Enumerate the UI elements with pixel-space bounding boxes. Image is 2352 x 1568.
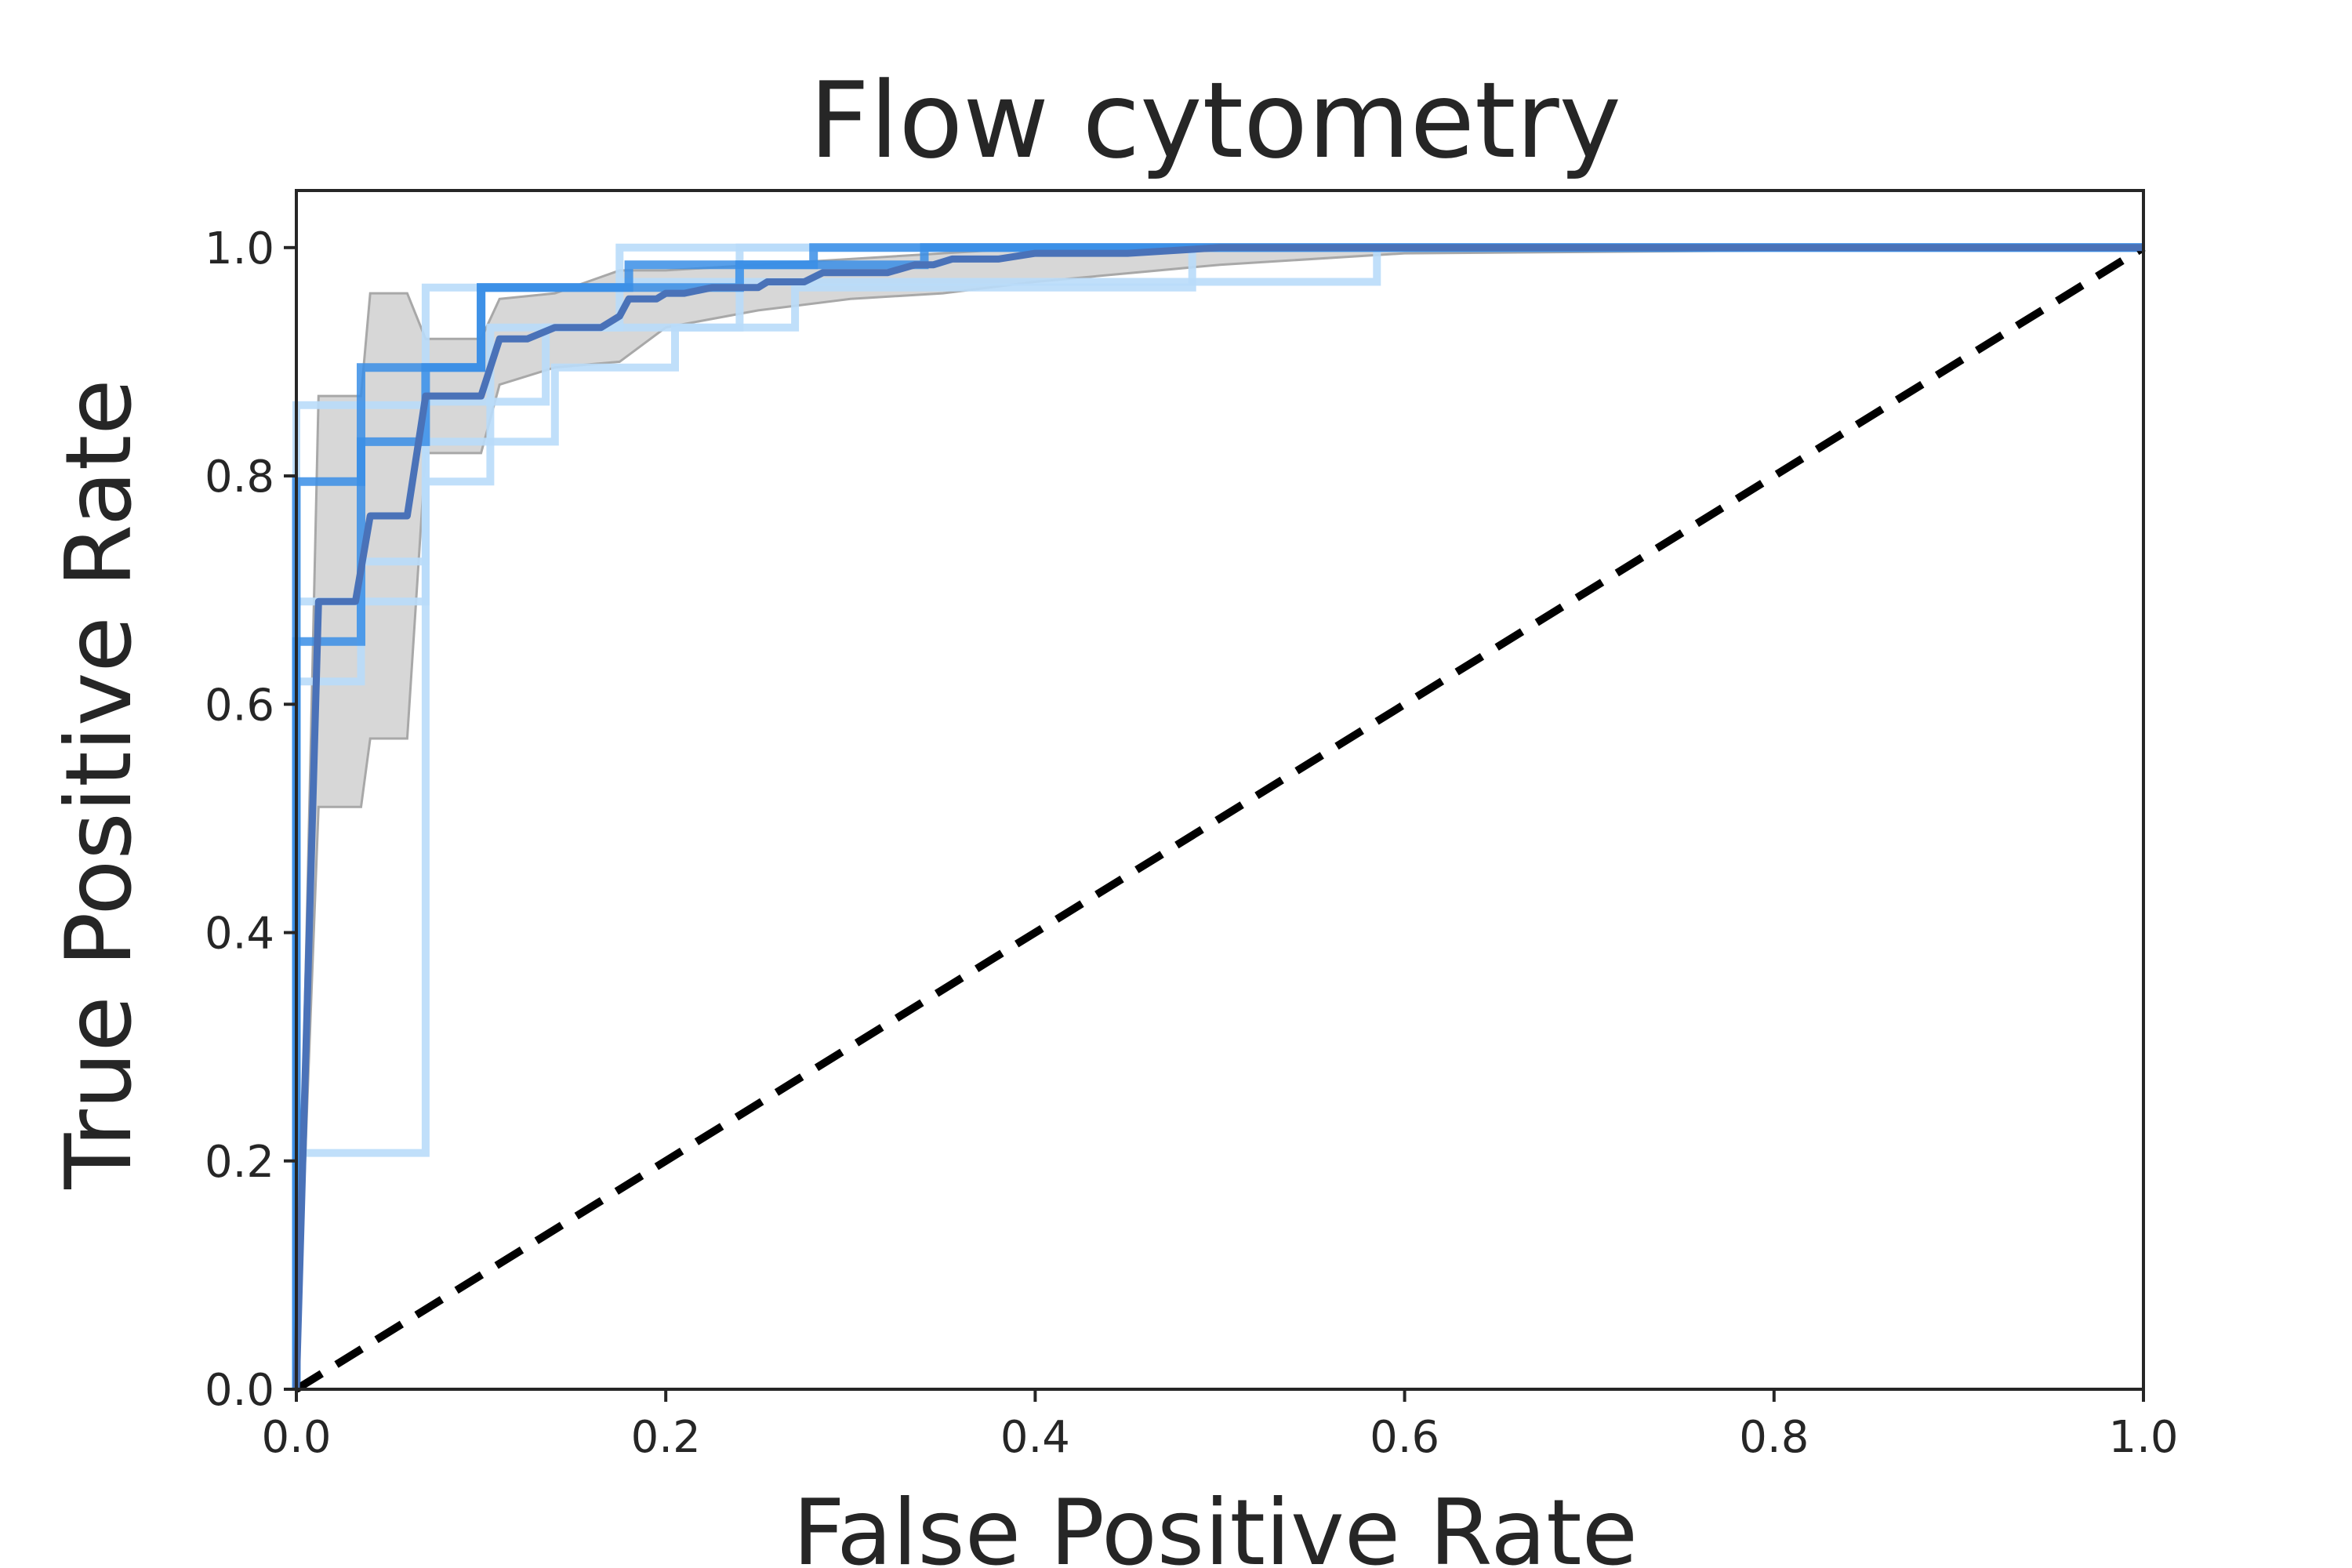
- mean-roc-curve: [292, 244, 2143, 1390]
- x-tick-label: 0.6: [1370, 1412, 1439, 1463]
- y-tick-label: 0.0: [205, 1365, 274, 1416]
- y-axis-title: True Positive Rate: [46, 379, 152, 1189]
- chart-title: Flow cytometry: [809, 60, 1621, 182]
- y-tick-label: 0.6: [205, 680, 274, 731]
- fold-curve-4: [292, 243, 2143, 1389]
- y-tick-label: 0.4: [205, 909, 274, 960]
- x-tick-label: 0.0: [261, 1412, 331, 1463]
- chance-line-layer: [294, 244, 2146, 1393]
- plot-frame: [295, 189, 2145, 1391]
- x-tick-label: 0.4: [1000, 1412, 1070, 1463]
- x-axis-ticks: 0.0 0.2 0.4 0.6 0.8 1.0: [261, 1389, 2179, 1463]
- x-tick-label: 1.0: [2108, 1412, 2178, 1463]
- x-tick-label: 0.2: [631, 1412, 701, 1463]
- y-tick-label: 0.2: [205, 1137, 274, 1188]
- mean-curve-layer: [292, 244, 2143, 1390]
- chance-diagonal-line: [294, 244, 2146, 1393]
- x-axis-title: False Positive Rate: [793, 1480, 1638, 1568]
- y-tick-label: 1.0: [205, 223, 274, 274]
- y-tick-label: 0.8: [205, 452, 274, 503]
- y-axis-ticks: 0.0 0.2 0.4 0.6 0.8 1.0: [205, 223, 296, 1416]
- fold-curve-5: [292, 243, 2143, 1389]
- x-tick-label: 0.8: [1739, 1412, 1809, 1463]
